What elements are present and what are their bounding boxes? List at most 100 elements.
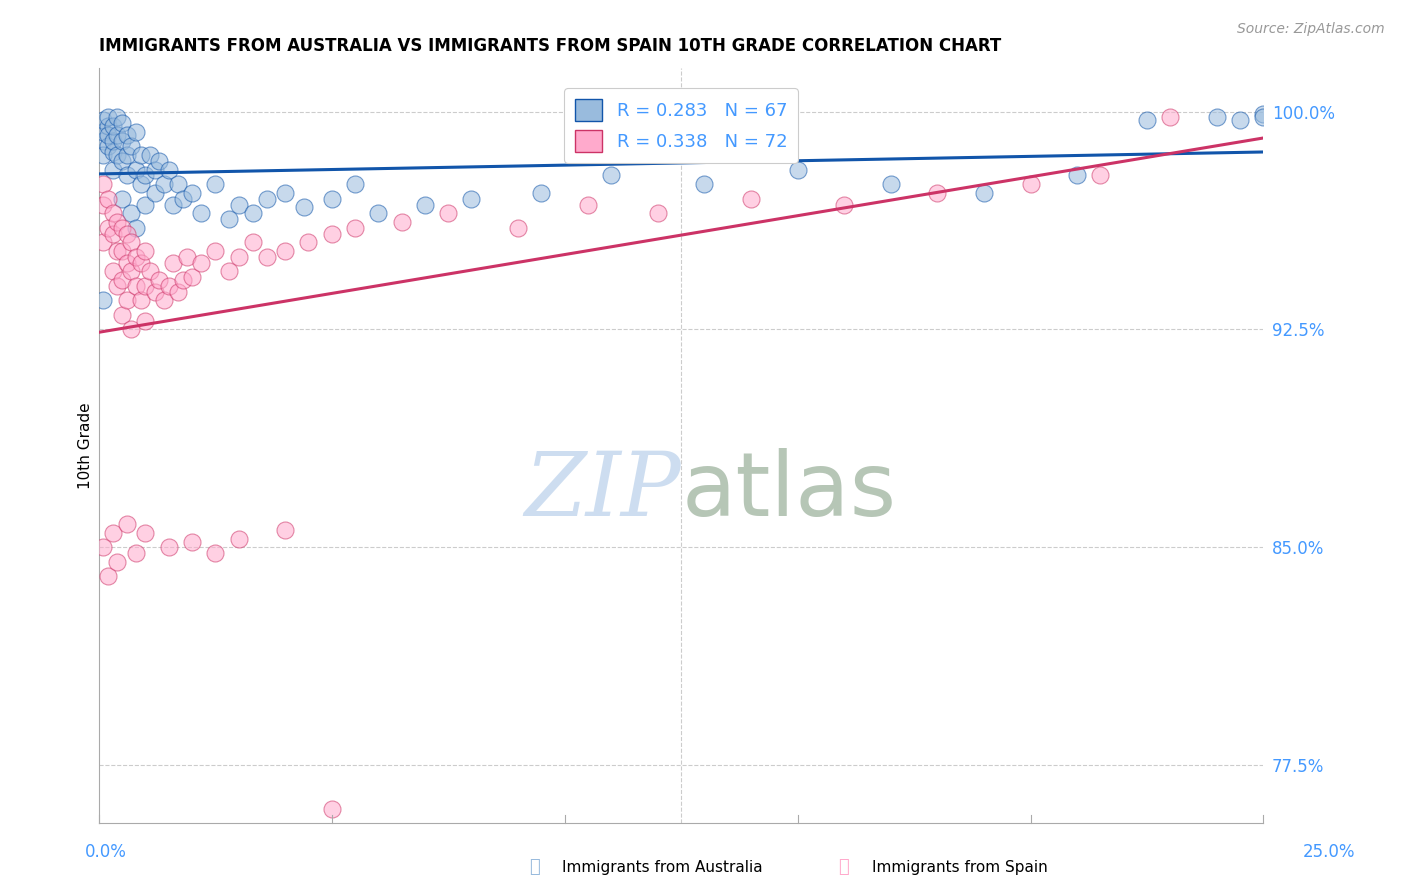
Point xyxy=(176,250,198,264)
Point xyxy=(115,148,138,162)
Point xyxy=(101,525,124,540)
Point xyxy=(107,148,129,162)
Point xyxy=(204,178,226,192)
Text: Source: ZipAtlas.com: Source: ZipAtlas.com xyxy=(1237,22,1385,37)
Point xyxy=(101,119,124,133)
Point xyxy=(153,178,176,192)
Point xyxy=(115,169,138,183)
Text: Immigrants from Spain: Immigrants from Spain xyxy=(872,860,1047,874)
Point xyxy=(321,192,343,206)
Point xyxy=(218,212,240,227)
Point xyxy=(181,270,204,285)
Point xyxy=(101,145,124,160)
Text: 25.0%: 25.0% xyxy=(1302,843,1355,861)
Point xyxy=(832,197,855,211)
Point xyxy=(740,192,762,206)
Point xyxy=(292,201,315,215)
Point xyxy=(460,192,482,206)
Point xyxy=(437,206,460,220)
Point xyxy=(693,178,716,192)
Point xyxy=(97,128,120,142)
Point xyxy=(143,285,166,299)
Point xyxy=(129,148,152,162)
Point xyxy=(93,134,115,148)
Point xyxy=(413,197,436,211)
Point xyxy=(134,314,156,328)
Point xyxy=(115,128,138,142)
Point xyxy=(115,293,138,308)
Text: ZIP: ZIP xyxy=(524,448,681,534)
Point xyxy=(107,111,129,125)
Legend: R = 0.283   N = 67, R = 0.338   N = 72: R = 0.283 N = 67, R = 0.338 N = 72 xyxy=(564,88,799,163)
Point xyxy=(190,206,212,220)
Point xyxy=(120,139,142,153)
Point xyxy=(167,178,190,192)
Text: ⬜: ⬜ xyxy=(529,858,540,876)
Point xyxy=(321,802,343,816)
Point xyxy=(120,206,142,220)
Point xyxy=(242,206,264,220)
Point xyxy=(1229,113,1251,128)
Point xyxy=(97,111,120,125)
Point xyxy=(111,244,134,258)
Point xyxy=(111,192,134,206)
Point xyxy=(148,273,170,287)
Point xyxy=(927,186,949,200)
Text: ⬜: ⬜ xyxy=(838,858,849,876)
Point xyxy=(115,255,138,269)
Point xyxy=(1136,113,1159,128)
Point xyxy=(115,227,138,241)
Point xyxy=(506,220,529,235)
Point xyxy=(125,250,148,264)
Point xyxy=(93,125,115,139)
Point xyxy=(190,255,212,269)
Point xyxy=(880,178,903,192)
Point xyxy=(139,148,162,162)
Point xyxy=(530,186,553,200)
Point xyxy=(93,113,115,128)
Point xyxy=(1253,107,1275,121)
Point xyxy=(274,186,297,200)
Point xyxy=(153,293,176,308)
Point xyxy=(162,255,184,269)
Point xyxy=(97,119,120,133)
Point xyxy=(101,162,124,177)
Point xyxy=(274,523,297,537)
Point xyxy=(344,220,367,235)
Point xyxy=(125,162,148,177)
Point xyxy=(228,532,250,546)
Point xyxy=(1090,169,1112,183)
Point xyxy=(1066,169,1088,183)
Point xyxy=(111,134,134,148)
Point xyxy=(97,569,120,583)
Point xyxy=(157,279,180,293)
Text: atlas: atlas xyxy=(681,448,896,534)
Point xyxy=(204,546,226,560)
Point xyxy=(111,116,134,130)
Point xyxy=(134,244,156,258)
Point xyxy=(157,162,180,177)
Point xyxy=(107,279,129,293)
Point xyxy=(367,206,389,220)
Point xyxy=(120,322,142,336)
Point xyxy=(204,244,226,258)
Point xyxy=(391,215,413,229)
Point xyxy=(157,541,180,555)
Point xyxy=(129,255,152,269)
Point xyxy=(576,197,599,211)
Point xyxy=(647,206,669,220)
Point xyxy=(115,517,138,532)
Y-axis label: 10th Grade: 10th Grade xyxy=(79,402,93,489)
Point xyxy=(120,264,142,278)
Point xyxy=(973,186,995,200)
Point xyxy=(93,235,115,250)
Point xyxy=(111,153,134,168)
Point xyxy=(134,279,156,293)
Point xyxy=(107,244,129,258)
Point xyxy=(97,192,120,206)
Point xyxy=(101,227,124,241)
Point xyxy=(786,162,808,177)
Point xyxy=(120,235,142,250)
Point xyxy=(97,139,120,153)
Point xyxy=(93,541,115,555)
